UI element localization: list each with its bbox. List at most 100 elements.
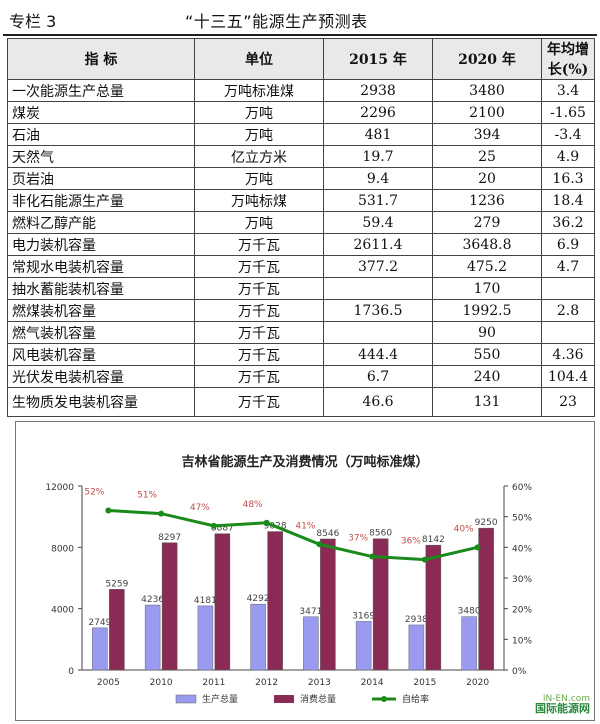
- cell-indicator: 抽水蓄能装机容量: [7, 277, 195, 300]
- rate-label: 48%: [243, 500, 263, 510]
- legend-swatch-consumption: [274, 695, 294, 703]
- y-tick-label-right: 40%: [512, 544, 532, 554]
- cell-2020: 1992.5: [432, 299, 542, 322]
- cell-growth: 2.8: [541, 299, 595, 322]
- bar-label-production: 2749: [88, 618, 111, 628]
- point-self-sufficiency: [263, 519, 270, 526]
- cell-growth: 4.36: [541, 343, 595, 366]
- bar-consumption: [372, 538, 389, 671]
- cell-unit: 万吨标煤: [194, 189, 324, 212]
- cell-2020: 131: [432, 387, 542, 417]
- cell-growth: -3.4: [541, 123, 595, 146]
- cell-indicator: 非化石能源生产量: [7, 189, 195, 212]
- cell-2015: 377.2: [323, 255, 433, 278]
- cell-2020: 475.2: [432, 255, 542, 278]
- cell-2015: 481: [323, 123, 433, 146]
- bar-label-production: 3471: [299, 607, 322, 617]
- col-header-unit: 单位: [194, 38, 324, 80]
- bar-production: [461, 616, 477, 671]
- energy-chart: 吉林省能源生产及消费情况（万吨标准煤） 0 4000 8000 12000 0% 10% 20…: [45, 454, 532, 705]
- cell-unit: 万吨: [194, 123, 324, 146]
- rate-label: 51%: [137, 491, 157, 501]
- cell-unit: 万千瓦: [194, 299, 324, 322]
- bar-label-production: 2938: [405, 615, 428, 625]
- cell-growth: 104.4: [541, 365, 595, 388]
- y-tick-label-right: 20%: [512, 606, 532, 616]
- cell-2015: 46.6: [323, 387, 433, 417]
- cell-growth: 16.3: [541, 167, 595, 190]
- bar-production: [144, 604, 161, 671]
- cell-unit: 万千瓦: [194, 387, 324, 417]
- cell-indicator: 天然气: [7, 145, 195, 168]
- bar-label-consumption: 5259: [105, 579, 128, 589]
- cell-2020: 3480: [432, 79, 542, 102]
- x-tick-label: 2013: [308, 678, 331, 688]
- y-tick-label-left: 4000: [51, 606, 74, 616]
- bar-label-production: 4236: [141, 595, 164, 605]
- table-header-row: 指 标 单位 2015 年 2020 年 年均增长(%): [7, 38, 595, 80]
- point-self-sufficiency: [369, 553, 376, 560]
- point-self-sufficiency: [316, 541, 323, 548]
- bar-production: [408, 624, 425, 671]
- cell-2020: 394: [432, 123, 542, 146]
- cell-growth: [541, 321, 595, 344]
- table-row: 光伏发电装机容量 万千瓦 6.7 240 104.4: [7, 365, 595, 388]
- col-header-2020: 2020 年: [432, 38, 542, 80]
- y-tick-label-left: 12000: [45, 483, 74, 493]
- cell-2015: 2938: [323, 79, 433, 102]
- bar-production: [250, 603, 266, 671]
- table-row: 天然气 亿立方米 19.7 25 4.9: [7, 145, 595, 168]
- cell-2020: 3648.8: [432, 233, 542, 256]
- y-tick-label-right: 30%: [512, 575, 532, 585]
- table-body: 一次能源生产总量 万吨标准煤 2938 3480 3.4 煤炭 万吨 2296 2100 -1.6…: [7, 79, 595, 417]
- column-label: 专栏 3: [9, 12, 57, 31]
- cell-2015: 531.7: [323, 189, 433, 212]
- bar-label-consumption: 8887: [211, 524, 234, 534]
- cell-2020: 550: [432, 343, 542, 366]
- forecast-table: 指 标 单位 2015 年 2020 年 年均增长(%) 一次能源生产总量 万吨标…: [7, 38, 595, 417]
- cell-2020: 1236: [432, 189, 542, 212]
- bar-label-consumption: 9250: [475, 518, 498, 528]
- cell-indicator: 燃料乙醇产能: [7, 211, 195, 234]
- bar-consumption: [161, 542, 178, 671]
- cell-growth: 6.9: [541, 233, 595, 256]
- cell-2015: 9.4: [323, 167, 433, 190]
- cell-growth: 4.9: [541, 145, 595, 168]
- cell-indicator: 煤炭: [7, 101, 195, 124]
- bar-production: [303, 616, 319, 671]
- y-tick-label-right: 60%: [512, 483, 532, 493]
- cell-growth: 23: [541, 387, 595, 417]
- cell-growth: 18.4: [541, 189, 595, 212]
- cell-indicator: 燃煤装机容量: [7, 299, 195, 322]
- table-row: 生物质发电装机容量 万千瓦 46.6 131 23: [7, 387, 595, 417]
- table-row: 非化石能源生产量 万吨标煤 531.7 1236 18.4: [7, 189, 595, 212]
- y-tick-label-right: 10%: [512, 636, 532, 646]
- cell-unit: 万千瓦: [194, 277, 324, 300]
- cell-2020: 240: [432, 365, 542, 388]
- col-header-indicator: 指 标: [7, 38, 195, 80]
- header-rule: [3, 34, 597, 36]
- cell-2015: 19.7: [323, 145, 433, 168]
- legend-swatch-production: [175, 694, 197, 704]
- bar-label-production: 3480: [458, 607, 481, 617]
- rate-label: 40%: [454, 524, 474, 534]
- table-row: 燃料乙醇产能 万吨 59.4 279 36.2: [7, 211, 595, 234]
- bar-label-consumption: 8546: [316, 529, 339, 539]
- y-tick-label-right: 0%: [512, 667, 527, 677]
- watermark: 国际能源网: [535, 702, 590, 715]
- cell-2015: 444.4: [323, 343, 433, 366]
- cell-unit: 万吨: [194, 167, 324, 190]
- table-row: 电力装机容量 万千瓦 2611.4 3648.8 6.9: [7, 233, 595, 256]
- y-tick-label-right: 50%: [512, 514, 532, 524]
- cell-growth: 3.4: [541, 79, 595, 102]
- cell-unit: 万千瓦: [194, 255, 324, 278]
- cell-unit: 万吨标准煤: [194, 79, 324, 102]
- cell-unit: 万千瓦: [194, 343, 324, 366]
- bar-label-production: 4181: [194, 596, 217, 606]
- bar-consumption: [425, 544, 442, 671]
- cell-indicator: 风电装机容量: [7, 343, 195, 366]
- x-tick-label: 2005: [97, 678, 120, 688]
- cell-2020: 20: [432, 167, 542, 190]
- table-row: 抽水蓄能装机容量 万千瓦 170: [7, 277, 595, 300]
- cell-2020: 2100: [432, 101, 542, 124]
